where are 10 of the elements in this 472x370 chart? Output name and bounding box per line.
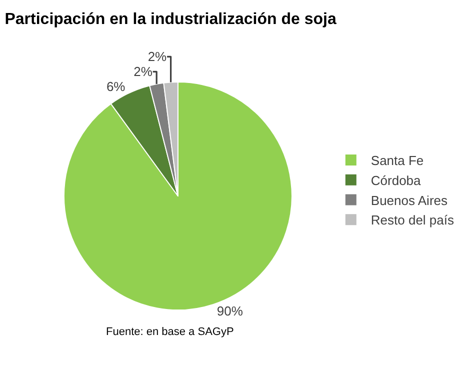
chart-title: Participación en la industrialización de soja — [4, 11, 336, 28]
data-label: 2% — [148, 49, 168, 64]
legend-label: Santa Fe — [370, 153, 424, 168]
data-label: 6% — [106, 79, 126, 94]
legend-label: Córdoba — [370, 172, 422, 188]
data-label: 90% — [216, 304, 244, 319]
legend-label: Resto del país — [370, 212, 455, 228]
legend-label: Buenos Aires — [370, 192, 448, 208]
source-note: Fuente: en base a SAGyP — [106, 326, 234, 338]
data-label: 2% — [134, 64, 153, 80]
